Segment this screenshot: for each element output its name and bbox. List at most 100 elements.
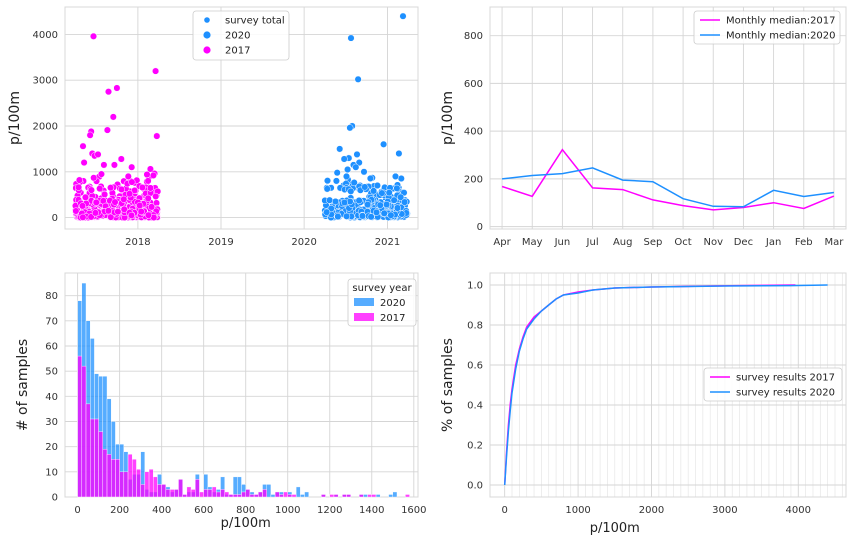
histogram-bar [232,476,238,498]
histogram-bar [321,494,326,498]
y-axis-label: % of samples [440,338,456,432]
legend-marker [203,31,211,39]
histogram-bar [157,484,162,498]
legend-swatch [354,313,374,321]
scatter-point [111,198,119,206]
y-axis-label: p/100m [7,91,23,145]
histogram-bar [165,489,171,498]
histogram-bar [161,484,167,498]
scatter-point [138,183,146,192]
scatter-point [364,201,372,209]
histogram-bar [94,418,99,498]
histogram-bar [300,494,305,498]
x-tick-label: Jun [554,237,571,248]
scatter-point [393,184,401,192]
scatter-point [78,202,87,210]
histogram-bar [258,491,263,498]
legend-box [703,367,843,402]
histogram-bar [81,365,87,498]
histogram-bar [224,491,230,498]
scatter-point [360,168,368,176]
scatter-point [385,189,393,197]
scatter-point [117,185,126,193]
scatter-point [323,177,332,185]
scatter-point [347,34,355,42]
y-tick-label: 3000 [33,76,58,87]
scatter-point [358,212,367,220]
histogram-bar [295,486,301,498]
scatter-point [136,201,144,210]
scatter-point [90,174,98,182]
scatter-point [107,184,115,192]
scatter-point [128,163,136,171]
histogram-bar [363,494,368,498]
scatter-point [355,196,363,205]
scatter-point [152,67,160,75]
scatter-point [103,126,111,134]
scatter-point [94,150,102,158]
y-tick-label: 1.0 [467,281,483,292]
scatter-point [353,150,361,158]
scatter-point [352,163,360,171]
scatter-point [153,132,161,140]
plot-frame [489,272,847,498]
histogram-bar [182,494,188,498]
histogram-bar [77,355,83,498]
histogram-bar [237,476,242,498]
x-tick-label: 0 [74,505,80,516]
scatter-point [87,186,95,194]
scatter-point [378,189,386,197]
scatter-point [344,165,352,174]
histogram-bar [111,459,116,498]
scatter-point [323,185,331,193]
scatter-point [117,155,125,163]
scatter-point [144,211,152,219]
y-tick-label: 0 [52,493,58,504]
histogram-bar [216,491,221,498]
series-2020 [321,12,411,222]
histogram-bar [262,489,267,498]
y-tick-label: 0.8 [467,321,483,332]
scatter-point [120,205,128,213]
scatter-point [128,178,136,186]
scatter-point [114,208,122,216]
monthly-median-panel: 0 200 400 600 800 Apr May Jun Jul Aug Sep Oct Nov Dec… [440,6,847,248]
x-tick-label: Mar [824,237,844,248]
scatter-point [92,198,100,206]
scatter-point [124,172,132,180]
scatter-point [109,113,117,121]
scatter-point [332,177,340,185]
y-tick-label: 60 [45,341,58,352]
y-axis-label: # of samples [15,339,31,431]
scatter-point [390,196,398,204]
scatter-point [113,84,121,92]
x-tick-label: 1000 [565,505,590,516]
y-tick-label: 0.0 [467,481,483,492]
histogram-bar [287,494,293,498]
y-tick-label: 400 [464,127,483,138]
legend-label: Monthly median:2020 [726,31,836,42]
x-tick-label: Nov [703,237,723,248]
scatter-point [393,204,402,212]
plot-frame [489,6,847,230]
histogram-bar [342,494,347,498]
histogram-bar [304,491,309,498]
ecdf-panel: 0.0 0.2 0.4 0.6 0.8 1.0 0 1000 2000 3000 4000 % of … [440,272,847,536]
scatter-point [370,187,378,195]
scatter-point [380,209,388,217]
x-tick-label: 3000 [712,505,737,516]
histogram-bar [207,489,213,498]
histogram-bar [388,494,393,498]
histogram-bar [119,471,125,498]
scatter-point [91,209,99,217]
legend-marker [203,46,211,54]
scatter-point [350,179,358,187]
x-tick-label: 1000 [275,505,300,516]
scatter-point [326,196,334,204]
y-tick-label: 1000 [33,167,58,178]
histogram-bar [329,494,335,498]
x-tick-label: Feb [795,237,813,248]
scatter-point [100,161,108,169]
